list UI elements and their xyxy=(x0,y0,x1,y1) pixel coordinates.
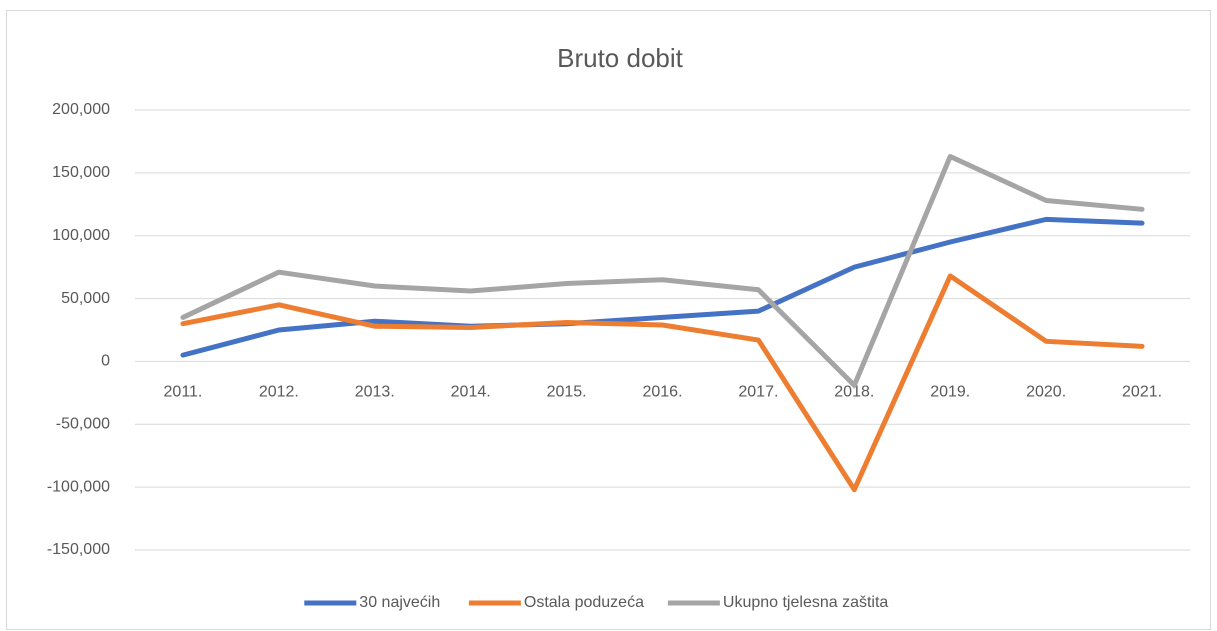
x-tick-label: 2011. xyxy=(164,384,203,401)
y-tick-label: 0 xyxy=(101,353,110,370)
x-tick-label: 2014. xyxy=(451,384,491,401)
x-tick-label: 2017. xyxy=(738,384,778,401)
y-tick-label: -100,000 xyxy=(47,478,110,495)
series-line xyxy=(180,273,1145,493)
series-line xyxy=(180,216,1145,358)
x-tick-label: 2018. xyxy=(834,384,874,401)
y-tick-label: -50,000 xyxy=(56,416,110,433)
y-tick-label: 50,000 xyxy=(61,290,110,307)
x-tick-label: 2015. xyxy=(547,384,587,401)
y-tick-label: 150,000 xyxy=(52,164,110,181)
legend-label: 30 najvećih xyxy=(359,594,440,611)
x-tick-label: 2021. xyxy=(1122,384,1162,401)
series-line xyxy=(180,154,1145,388)
legend-label: Ukupno tjelesna zaštita xyxy=(723,594,889,611)
x-tick-label: 2012. xyxy=(259,384,299,401)
chart-title: Bruto dobit xyxy=(557,43,684,73)
legend-label: Ostala poduzeća xyxy=(524,594,644,611)
x-tick-label: 2013. xyxy=(355,384,395,401)
x-tick-label: 2020. xyxy=(1026,384,1066,401)
y-tick-label: 100,000 xyxy=(52,227,110,244)
y-tick-label: 200,000 xyxy=(52,101,110,118)
x-tick-label: 2016. xyxy=(642,384,682,401)
x-tick-label: 2019. xyxy=(930,384,970,401)
y-tick-label: -150,000 xyxy=(47,541,110,558)
